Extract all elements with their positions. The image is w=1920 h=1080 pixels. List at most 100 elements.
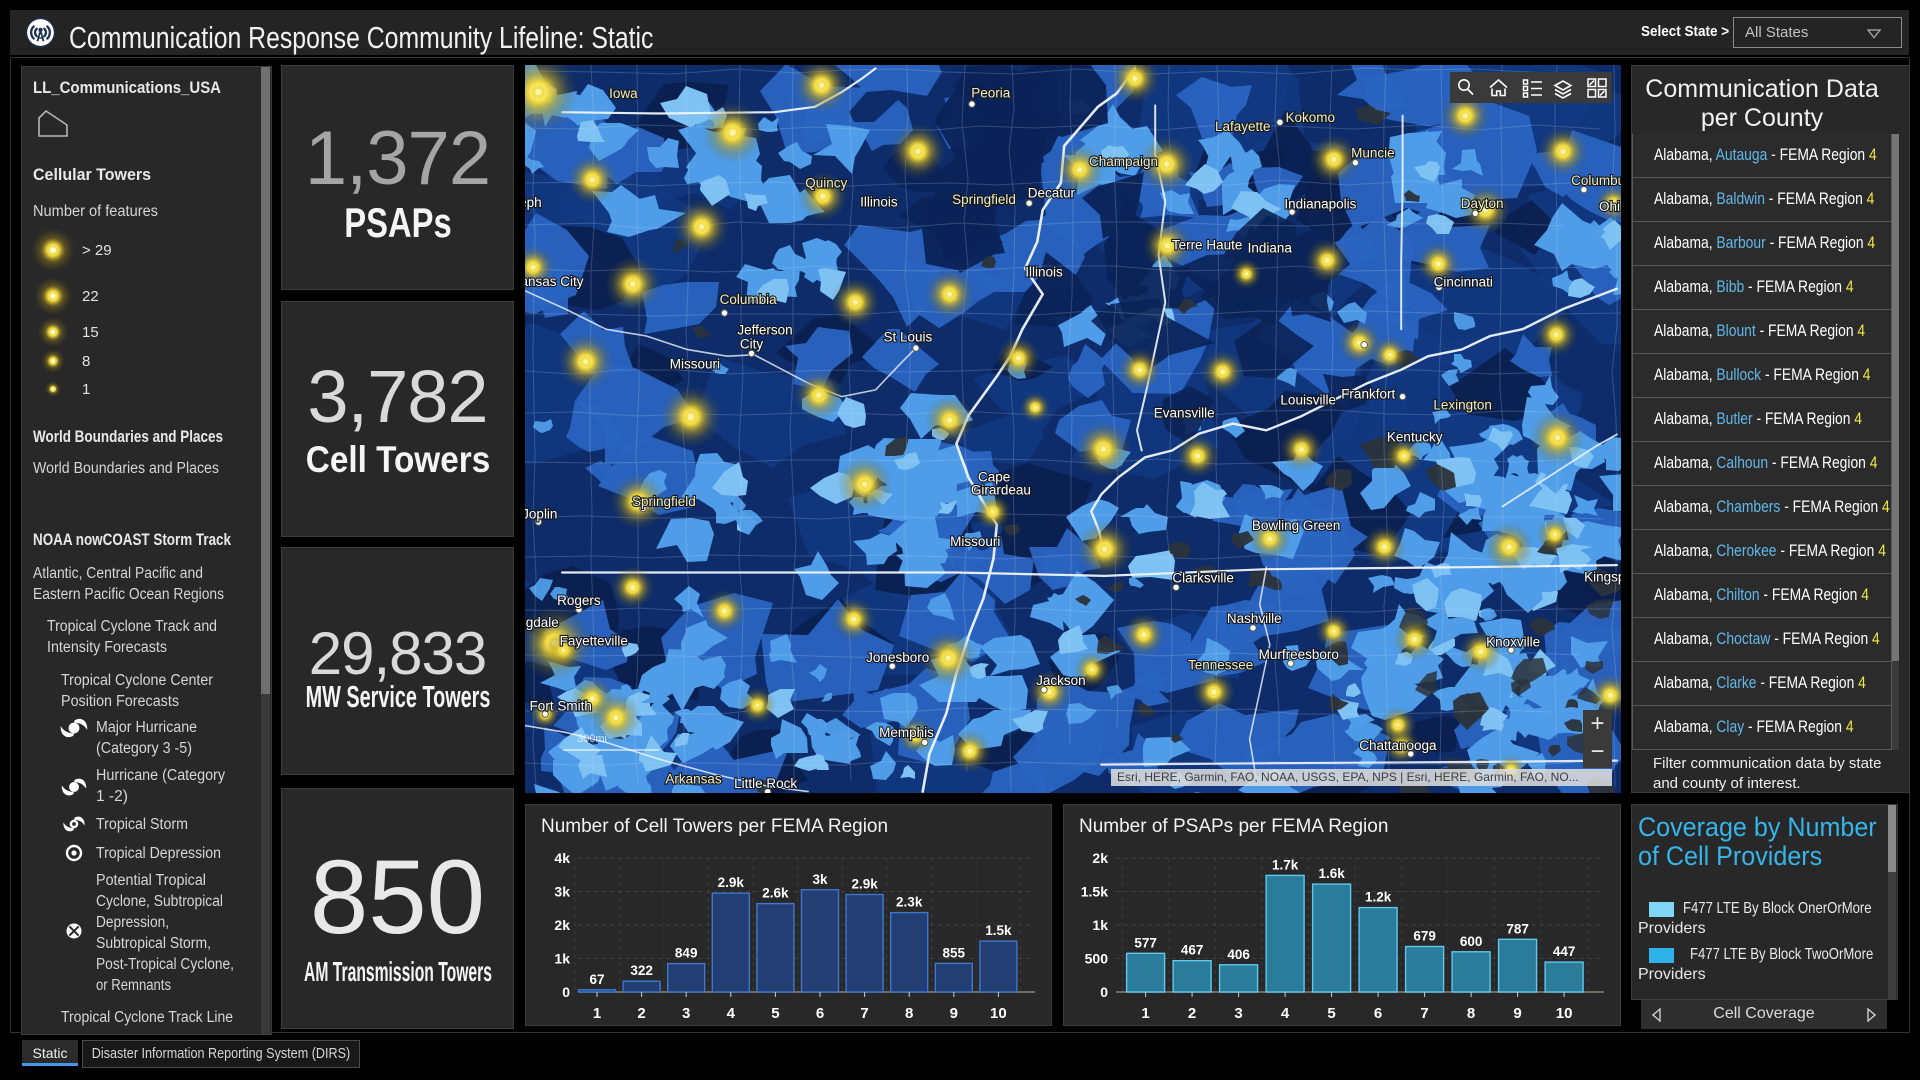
- svg-text:0: 0: [1100, 984, 1108, 1000]
- svg-text:Indianapolis: Indianapolis: [1284, 197, 1356, 212]
- svg-text:Murfreesboro: Murfreesboro: [1259, 647, 1339, 662]
- svg-text:855: 855: [943, 945, 966, 960]
- svg-text:7: 7: [1420, 1005, 1428, 1022]
- svg-text:67: 67: [589, 972, 604, 987]
- svg-text:City: City: [740, 337, 763, 352]
- svg-text:3: 3: [682, 1005, 690, 1022]
- svg-text:Clarksville: Clarksville: [1172, 571, 1234, 586]
- svg-text:Louisville: Louisville: [1280, 393, 1336, 408]
- svg-text:8: 8: [1467, 1005, 1475, 1022]
- svg-text:Eastern Pacific Ocean Regions: Eastern Pacific Ocean Regions: [33, 586, 224, 603]
- svg-text:1k: 1k: [554, 951, 570, 967]
- svg-text:787: 787: [1506, 921, 1529, 936]
- svg-text:Jefferson: Jefferson: [737, 323, 792, 338]
- svg-text:15: 15: [82, 324, 99, 341]
- svg-text:4: 4: [727, 1005, 736, 1022]
- svg-text:9: 9: [1513, 1005, 1521, 1022]
- svg-text:3: 3: [1234, 1005, 1242, 1022]
- svg-text:Dayton: Dayton: [1461, 196, 1504, 211]
- svg-text:World Boundaries and Places: World Boundaries and Places: [33, 460, 219, 477]
- svg-text:1: 1: [82, 381, 90, 398]
- svg-text:Evansville: Evansville: [1154, 406, 1215, 421]
- svg-text:Memphis: Memphis: [879, 725, 934, 740]
- svg-text:Lexington: Lexington: [1433, 397, 1492, 412]
- svg-text:467: 467: [1181, 943, 1204, 958]
- svg-text:Columbia: Columbia: [720, 292, 778, 307]
- svg-text:6: 6: [1374, 1005, 1382, 1022]
- svg-text:Tropical Cyclone Track and: Tropical Cyclone Track and: [47, 618, 217, 635]
- svg-text:9: 9: [950, 1005, 958, 1022]
- svg-text:Cincinnati: Cincinnati: [1434, 275, 1493, 290]
- svg-text:Jackson: Jackson: [1036, 673, 1086, 688]
- svg-text:Intensity Forecasts: Intensity Forecasts: [47, 639, 167, 656]
- svg-text:8: 8: [905, 1005, 913, 1022]
- svg-text:849: 849: [675, 946, 698, 961]
- svg-text:406: 406: [1227, 947, 1250, 962]
- svg-text:10: 10: [1556, 1005, 1573, 1022]
- svg-text:> 29: > 29: [82, 242, 112, 259]
- svg-text:1: 1: [1141, 1005, 1149, 1022]
- svg-text:Atlantic, Central Pacific and: Atlantic, Central Pacific and: [33, 565, 203, 582]
- svg-text:4: 4: [1281, 1005, 1290, 1022]
- svg-text:Number of PSAPs per FEMA Regio: Number of PSAPs per FEMA Region: [1079, 816, 1388, 837]
- svg-text:Fayetteville: Fayetteville: [560, 633, 628, 648]
- svg-text:4k: 4k: [554, 850, 570, 866]
- svg-text:Potential Tropical: Potential Tropical: [96, 872, 206, 889]
- svg-text:679: 679: [1413, 929, 1436, 944]
- svg-text:Kentucky: Kentucky: [1387, 430, 1443, 445]
- svg-text:2.9k: 2.9k: [851, 877, 878, 892]
- svg-text:1k: 1k: [1092, 917, 1108, 933]
- svg-text:500: 500: [1085, 951, 1109, 967]
- svg-text:Cyclone, Subtropical: Cyclone, Subtropical: [96, 893, 223, 910]
- svg-text:Terre Haute: Terre Haute: [1172, 238, 1243, 253]
- svg-text:Decatur: Decatur: [1028, 186, 1076, 201]
- svg-text:1.7k: 1.7k: [1272, 857, 1299, 872]
- svg-text:Rogers: Rogers: [557, 593, 601, 608]
- svg-text:7: 7: [860, 1005, 868, 1022]
- svg-text:Champaign: Champaign: [1089, 154, 1158, 169]
- svg-text:10: 10: [990, 1005, 1007, 1022]
- svg-text:Subtropical Storm,: Subtropical Storm,: [96, 935, 211, 952]
- svg-text:Knoxville: Knoxville: [1486, 635, 1540, 650]
- svg-text:2.3k: 2.3k: [896, 895, 923, 910]
- svg-text:Springfield: Springfield: [632, 494, 696, 509]
- svg-text:Girardeau: Girardeau: [971, 482, 1031, 497]
- svg-text:Indiana: Indiana: [1248, 240, 1293, 255]
- svg-text:Fort Smith: Fort Smith: [530, 699, 592, 714]
- svg-text:Tropical Cyclone Center: Tropical Cyclone Center: [61, 672, 213, 689]
- svg-text:5: 5: [771, 1005, 779, 1022]
- svg-text:2k: 2k: [1092, 850, 1108, 866]
- svg-text:Tropical Cyclone Track Line: Tropical Cyclone Track Line: [61, 1009, 233, 1026]
- svg-text:Frankfort: Frankfort: [1341, 387, 1395, 402]
- svg-text:ansas City: ansas City: [525, 274, 584, 289]
- svg-text:3k: 3k: [812, 872, 828, 887]
- svg-text:Chattanooga: Chattanooga: [1359, 738, 1437, 753]
- svg-text:Columbu: Columbu: [1571, 173, 1621, 188]
- svg-text:eph: eph: [525, 195, 542, 210]
- svg-text:Jonesboro: Jonesboro: [866, 650, 929, 665]
- svg-text:Joplin: Joplin: [525, 507, 557, 522]
- svg-text:1.6k: 1.6k: [1318, 866, 1345, 881]
- svg-text:Tropical Storm: Tropical Storm: [96, 816, 188, 833]
- svg-text:2: 2: [637, 1005, 645, 1022]
- svg-text:1.5k: 1.5k: [1081, 884, 1108, 900]
- svg-text:Tropical Depression: Tropical Depression: [96, 845, 221, 862]
- svg-text:Position Forecasts: Position Forecasts: [61, 693, 179, 710]
- svg-text:2.6k: 2.6k: [762, 886, 789, 901]
- svg-text:Tennessee: Tennessee: [1188, 658, 1253, 673]
- svg-text:Peoria: Peoria: [971, 85, 1011, 100]
- svg-text:ngdale: ngdale: [525, 615, 559, 630]
- svg-text:or Remnants: or Remnants: [96, 977, 171, 994]
- svg-text:1.2k: 1.2k: [1365, 890, 1392, 905]
- svg-text:2: 2: [1188, 1005, 1196, 1022]
- svg-text:Post-Tropical Cyclone,: Post-Tropical Cyclone,: [96, 956, 234, 973]
- svg-text:Major Hurricane: Major Hurricane: [96, 719, 197, 736]
- svg-text:6: 6: [816, 1005, 824, 1022]
- svg-text:Arkansas: Arkansas: [665, 772, 722, 787]
- svg-text:Hurricane (Category: Hurricane (Category: [96, 767, 225, 784]
- svg-text:5: 5: [1327, 1005, 1335, 1022]
- svg-text:LL_Communications_USA: LL_Communications_USA: [33, 78, 221, 97]
- svg-text:Nashville: Nashville: [1227, 611, 1282, 626]
- svg-text:Ohi: Ohi: [1599, 199, 1620, 214]
- svg-text:NOAA nowCOAST Storm Track: NOAA nowCOAST Storm Track: [33, 531, 232, 549]
